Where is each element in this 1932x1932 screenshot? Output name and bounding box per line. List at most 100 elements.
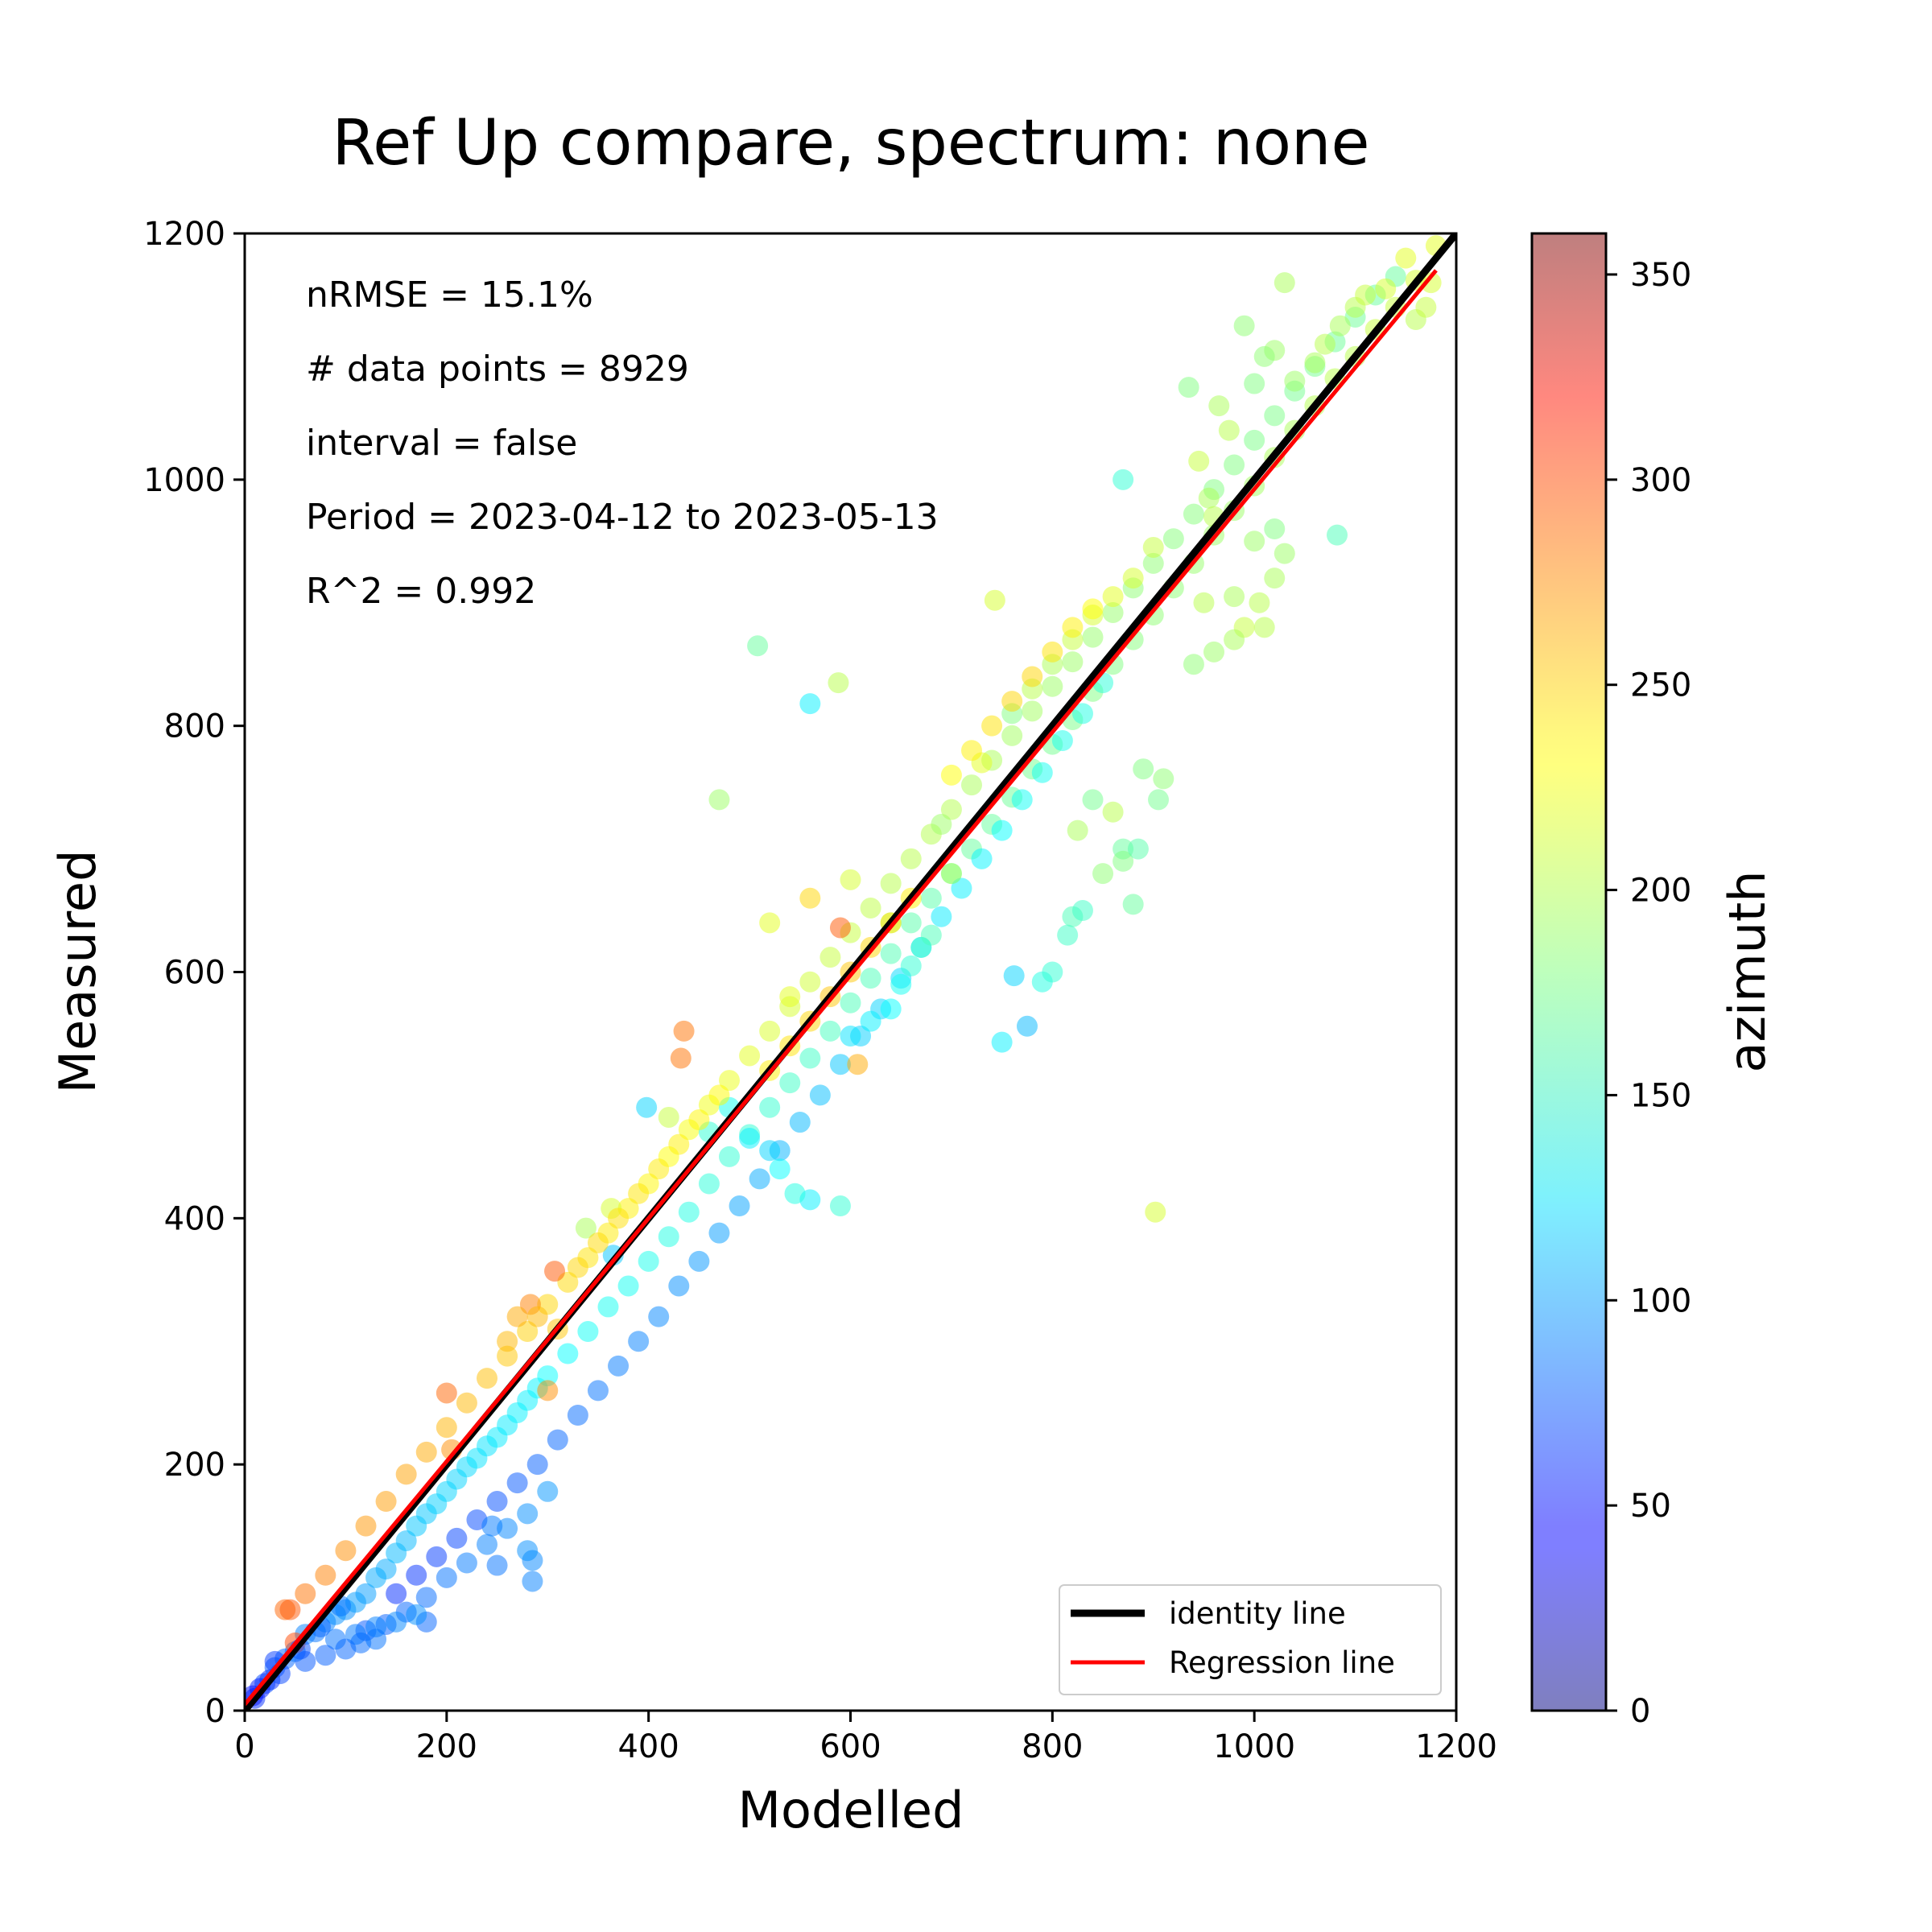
data-point	[880, 998, 902, 1020]
data-point	[1011, 789, 1033, 811]
data-point	[1082, 598, 1104, 620]
colorbar-tick-label: 100	[1630, 1282, 1691, 1319]
data-point	[517, 1540, 539, 1562]
data-point	[648, 1158, 670, 1180]
stat-annotation: # data points = 8929	[306, 349, 689, 390]
colorbar-ticks: 0 50 100 150 200 250 300 350	[1606, 257, 1691, 1730]
data-point	[1264, 568, 1286, 589]
x-tick-label: 0	[234, 1728, 254, 1765]
data-point	[991, 819, 1013, 841]
data-point	[1274, 272, 1295, 294]
data-point	[708, 789, 730, 811]
data-point	[456, 1552, 477, 1574]
data-point	[477, 1534, 497, 1555]
data-point	[1193, 592, 1215, 613]
data-point	[799, 1047, 821, 1069]
data-point	[537, 1480, 559, 1502]
data-point	[1082, 789, 1104, 811]
data-point	[1253, 617, 1275, 638]
data-point	[708, 1222, 730, 1244]
data-point	[1122, 894, 1144, 915]
colorbar-gradient	[1532, 233, 1606, 1711]
data-point	[900, 848, 922, 869]
data-point	[1329, 315, 1351, 336]
data-point	[1218, 419, 1240, 441]
data-point	[1415, 296, 1437, 318]
data-point	[971, 848, 993, 869]
data-point	[1375, 278, 1397, 299]
y-axis: 0 200 400 600 800 1000 1200	[143, 216, 245, 1730]
data-point	[575, 1217, 597, 1239]
y-axis-label: Measured	[48, 850, 107, 1094]
data-point	[526, 1454, 548, 1476]
y-tick-label: 800	[164, 708, 225, 745]
data-point	[829, 917, 851, 939]
data-point	[1224, 586, 1245, 608]
data-point	[860, 968, 881, 989]
data-point	[497, 1331, 518, 1352]
data-point	[481, 1515, 503, 1537]
data-point	[668, 1275, 690, 1297]
data-point	[984, 589, 1005, 611]
data-point	[1016, 1015, 1038, 1037]
legend-regression-label: Regression line	[1169, 1645, 1395, 1680]
data-point	[506, 1472, 528, 1494]
data-point	[415, 1441, 437, 1463]
data-point	[597, 1296, 619, 1318]
data-point	[557, 1343, 579, 1364]
data-point	[537, 1365, 559, 1387]
data-point	[486, 1554, 508, 1576]
data-point	[719, 1070, 740, 1092]
data-point	[920, 924, 942, 946]
data-point	[1233, 315, 1255, 336]
data-point	[636, 1096, 658, 1118]
data-point	[1071, 703, 1093, 724]
data-point	[1355, 284, 1377, 306]
data-point	[670, 1047, 691, 1069]
data-point	[961, 740, 982, 762]
data-point	[940, 799, 962, 820]
data-point	[436, 1382, 457, 1404]
data-point	[486, 1491, 508, 1513]
data-point	[1244, 530, 1265, 552]
data-point	[1244, 373, 1265, 394]
data-point	[819, 1020, 841, 1042]
data-point	[658, 1106, 679, 1128]
stat-annotation: R^2 = 0.992	[306, 571, 536, 612]
data-point	[415, 1587, 437, 1608]
stat-annotation: interval = false	[306, 423, 577, 464]
data-point	[1122, 568, 1144, 589]
data-point	[608, 1355, 630, 1377]
data-point	[747, 635, 769, 657]
data-point	[1031, 762, 1053, 783]
data-point	[678, 1201, 700, 1223]
x-tick-label: 1000	[1213, 1728, 1295, 1765]
data-point	[617, 1275, 639, 1297]
data-point	[1042, 961, 1063, 983]
y-tick-label: 200	[164, 1447, 225, 1484]
data-point	[1001, 724, 1023, 746]
data-point	[1183, 503, 1204, 525]
data-point	[961, 774, 982, 796]
data-point	[1395, 247, 1417, 269]
data-point	[1314, 333, 1335, 355]
y-tick-label: 0	[205, 1693, 225, 1730]
data-point	[608, 1208, 630, 1229]
colorbar-tick-label: 0	[1630, 1693, 1650, 1730]
data-point	[386, 1611, 407, 1633]
data-point	[779, 1072, 801, 1094]
data-point	[456, 1392, 477, 1414]
data-point	[1244, 429, 1265, 451]
colorbar-tick-label: 350	[1630, 257, 1691, 294]
data-point	[828, 672, 849, 694]
colorbar: 0 50 100 150 200 250 300 350 azimuth	[1530, 232, 1777, 1730]
data-point	[446, 1527, 468, 1549]
data-point	[365, 1629, 387, 1650]
data-point	[1327, 524, 1348, 546]
data-point	[784, 1183, 806, 1204]
stat-annotation: Period = 2023-04-12 to 2023-05-13	[306, 497, 939, 538]
data-point	[1113, 469, 1134, 490]
data-point	[628, 1331, 650, 1352]
data-point	[628, 1183, 650, 1204]
data-point	[587, 1380, 609, 1402]
